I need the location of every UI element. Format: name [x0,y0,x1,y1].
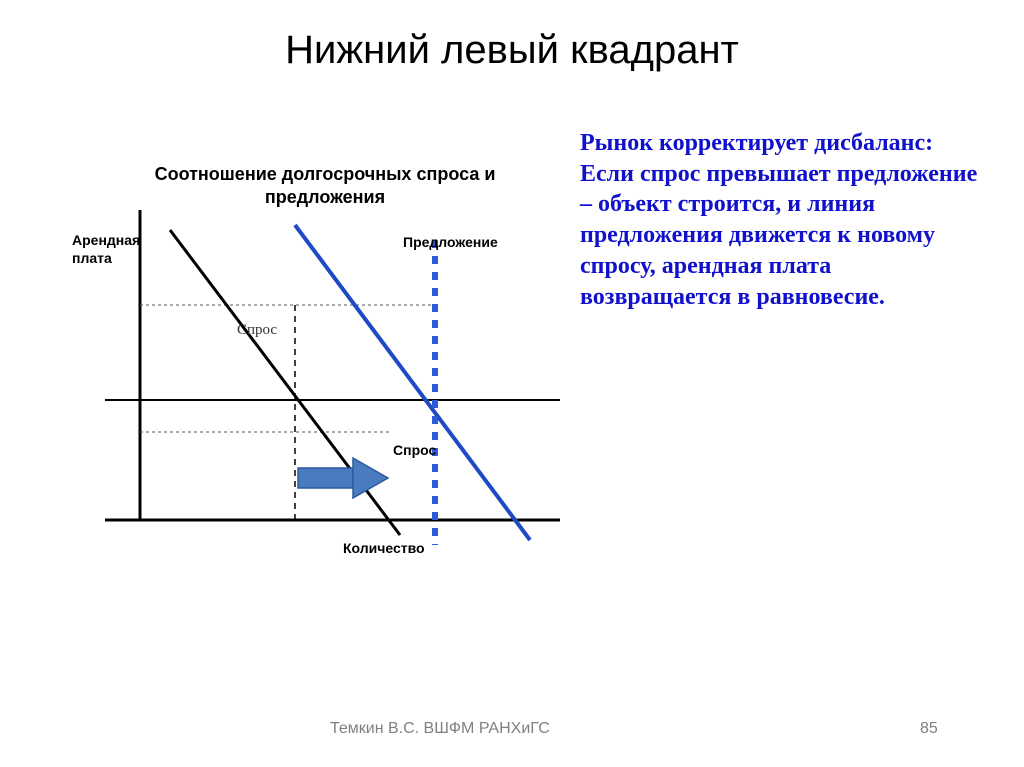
footer-page-number: 85 [920,720,938,738]
demand-label-1: Спрос [237,322,277,339]
shift-arrow [298,458,388,498]
axis-y-label: Арендная плата [72,232,140,267]
axis-x-label: Количество [343,540,425,556]
axis-y-label-l2: плата [72,250,112,266]
demand-line-new [295,225,530,540]
demand-label-2: Спрос [393,442,436,458]
slide: Нижний левый квадрант Соотношение долгос… [0,0,1024,767]
axis-y-label-l1: Арендная [72,232,140,248]
footer-author: Темкин В.С. ВШФМ РАНХиГС [330,720,550,738]
explanation-text: Рынок корректирует дисбаланс: Если спрос… [580,128,980,312]
chart-svg [0,0,600,620]
supply-label: Предложение [403,234,498,250]
